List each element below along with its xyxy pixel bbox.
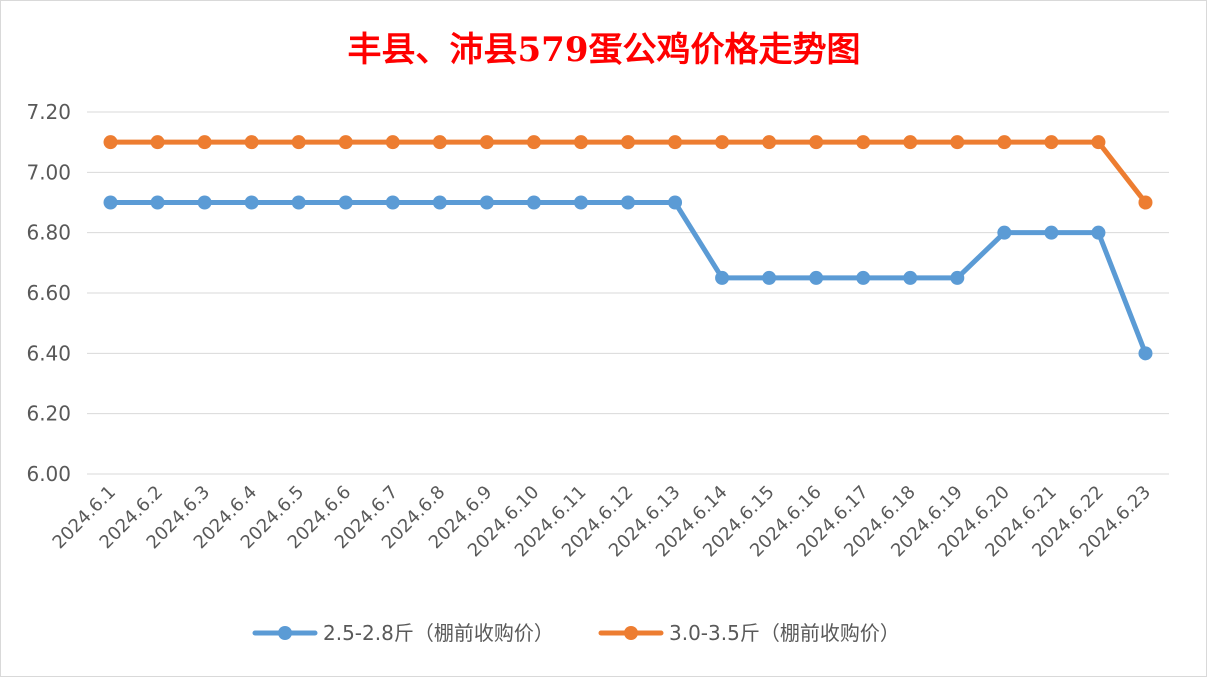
y-tick-label: 6.80 [26, 221, 71, 245]
data-point [621, 135, 635, 150]
data-point [762, 270, 777, 285]
data-point [573, 195, 588, 210]
data-point [856, 270, 871, 285]
legend-swatch-marker [278, 626, 292, 640]
data-point [150, 195, 165, 210]
data-point [291, 135, 306, 150]
data-point [479, 195, 494, 210]
data-point [244, 135, 259, 150]
data-point [385, 195, 400, 210]
data-point [997, 225, 1012, 240]
data-point [1091, 135, 1106, 150]
data-point [244, 195, 259, 210]
data-point [715, 135, 730, 150]
data-point [668, 135, 683, 150]
y-tick-label: 7.00 [26, 160, 71, 184]
data-point [950, 135, 965, 150]
legend: 2.5-2.8斤（棚前收购价） 3.0-3.5斤（棚前收购价） [252, 621, 900, 645]
data-point [1091, 225, 1106, 240]
data-point [1138, 346, 1153, 361]
data-point [385, 135, 400, 150]
data-point [291, 195, 306, 210]
data-point [338, 195, 353, 210]
data-point [997, 135, 1012, 150]
chart-title: 丰县、沛县579蛋公鸡价格走势图 [348, 30, 861, 70]
data-point [150, 135, 165, 150]
legend-entry-label: 2.5-2.8斤（棚前收购价） [323, 621, 554, 645]
x-axis-ticks: 2024.6.12024.6.22024.6.32024.6.42024.6.5… [49, 482, 1155, 562]
data-point [1138, 195, 1153, 210]
data-point [809, 135, 824, 150]
y-tick-label: 6.00 [26, 462, 71, 486]
data-point [526, 195, 541, 210]
data-point [715, 270, 730, 285]
data-point [762, 135, 777, 150]
data-point [621, 195, 635, 210]
y-tick-label: 7.20 [26, 100, 71, 124]
data-point [103, 195, 118, 210]
data-point [573, 135, 588, 150]
data-point [197, 195, 212, 210]
data-point [103, 135, 118, 150]
data-point [950, 270, 965, 285]
series-line [108, 200, 1148, 356]
data-point [1044, 135, 1059, 150]
data-point [432, 135, 447, 150]
legend-swatch-marker [624, 626, 638, 640]
data-point [526, 135, 541, 150]
series-lines [103, 135, 1153, 361]
y-tick-label: 6.40 [26, 341, 71, 365]
data-point [338, 135, 353, 150]
data-point [856, 135, 871, 150]
data-point [668, 195, 683, 210]
legend-entry-label: 3.0-3.5斤（棚前收购价） [669, 621, 900, 645]
data-point [1044, 225, 1059, 240]
gridlines [87, 111, 1169, 475]
y-tick-label: 6.20 [26, 402, 71, 426]
data-point [809, 270, 824, 285]
y-tick-label: 6.60 [26, 281, 71, 305]
data-point [903, 135, 918, 150]
data-point [432, 195, 447, 210]
y-axis-ticks: 6.00 6.20 6.40 6.60 6.80 7.00 7.20 [26, 100, 71, 486]
data-point [479, 135, 494, 150]
data-point [197, 135, 212, 150]
data-point [903, 270, 918, 285]
